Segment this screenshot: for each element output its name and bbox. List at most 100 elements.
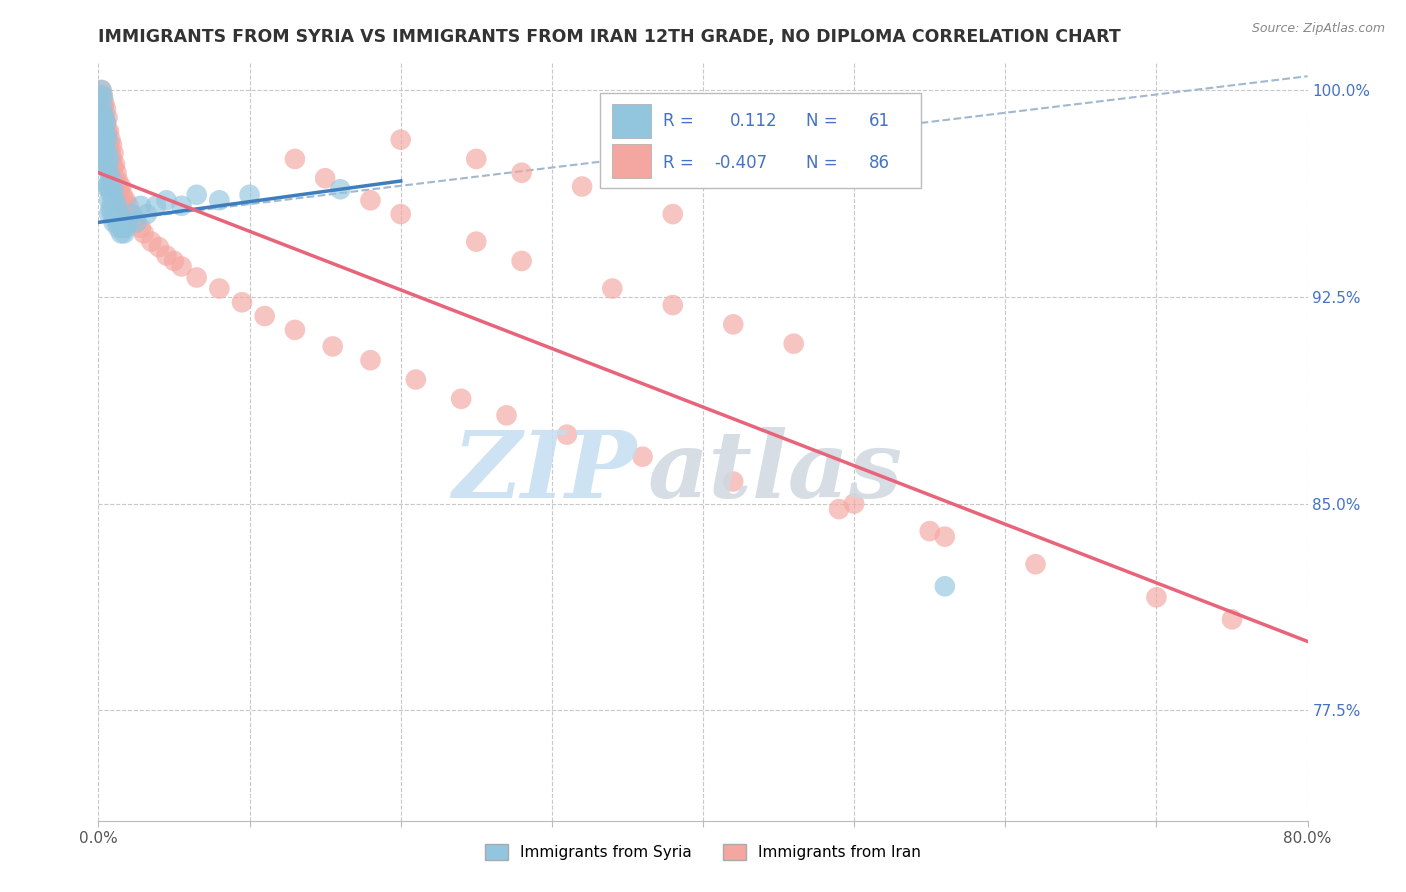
- Immigrants from Syria: [103, 199, 125, 213]
- Immigrants from Iran: [661, 298, 683, 312]
- Immigrants from Syria: [110, 215, 132, 229]
- Immigrants from Syria: [104, 210, 127, 224]
- Immigrants from Syria: [135, 207, 157, 221]
- Bar: [613, 145, 651, 178]
- Immigrants from Syria: [170, 199, 193, 213]
- Immigrants from Iran: [450, 392, 472, 406]
- Immigrants from Iran: [1144, 591, 1167, 605]
- Immigrants from Iran: [723, 475, 745, 489]
- Text: 61: 61: [869, 112, 890, 130]
- Immigrants from Syria: [105, 215, 128, 229]
- Immigrants from Syria: [91, 91, 114, 105]
- Text: atlas: atlas: [648, 427, 903, 516]
- Immigrants from Iran: [510, 254, 533, 268]
- Immigrants from Iran: [100, 133, 122, 147]
- Immigrants from Syria: [155, 194, 177, 208]
- Immigrants from Iran: [105, 166, 128, 180]
- Immigrants from Syria: [96, 133, 118, 147]
- Immigrants from Iran: [98, 138, 121, 153]
- Immigrants from Iran: [155, 248, 177, 262]
- Immigrants from Iran: [115, 204, 138, 219]
- Immigrants from Iran: [602, 281, 624, 295]
- Immigrants from Iran: [114, 194, 136, 208]
- Immigrants from Iran: [110, 199, 132, 213]
- Immigrants from Iran: [284, 323, 307, 337]
- Immigrants from Syria: [94, 160, 117, 174]
- Immigrants from Iran: [96, 124, 118, 138]
- Immigrants from Syria: [93, 111, 115, 125]
- Immigrants from Syria: [96, 179, 118, 194]
- Immigrants from Syria: [107, 220, 129, 235]
- Immigrants from Syria: [94, 127, 117, 141]
- Legend: Immigrants from Syria, Immigrants from Iran: Immigrants from Syria, Immigrants from I…: [479, 838, 927, 866]
- Immigrants from Iran: [91, 88, 114, 103]
- Immigrants from Iran: [96, 144, 118, 158]
- Immigrants from Syria: [90, 83, 112, 97]
- Immigrants from Iran: [918, 524, 941, 538]
- Text: -0.407: -0.407: [714, 153, 768, 171]
- Immigrants from Syria: [105, 199, 128, 213]
- Immigrants from Iran: [101, 152, 124, 166]
- Immigrants from Iran: [103, 179, 125, 194]
- Immigrants from Iran: [93, 96, 115, 111]
- Immigrants from Iran: [103, 146, 125, 161]
- Immigrants from Iran: [360, 194, 382, 208]
- Immigrants from Syria: [108, 210, 131, 224]
- Text: ZIP: ZIP: [453, 427, 637, 516]
- Immigrants from Syria: [101, 179, 124, 194]
- Immigrants from Iran: [465, 235, 488, 249]
- Immigrants from Syria: [96, 146, 118, 161]
- Immigrants from Syria: [100, 185, 122, 199]
- Immigrants from Iran: [125, 215, 148, 229]
- Immigrants from Iran: [93, 124, 115, 138]
- Text: Source: ZipAtlas.com: Source: ZipAtlas.com: [1251, 22, 1385, 36]
- Immigrants from Iran: [148, 240, 170, 254]
- Immigrants from Iran: [94, 133, 117, 147]
- Immigrants from Syria: [98, 166, 121, 180]
- Immigrants from Syria: [145, 199, 167, 213]
- Immigrants from Iran: [170, 260, 193, 274]
- Immigrants from Iran: [208, 281, 231, 295]
- Immigrants from Iran: [101, 171, 124, 186]
- Immigrants from Iran: [314, 171, 336, 186]
- Immigrants from Iran: [90, 83, 112, 97]
- Immigrants from Iran: [783, 336, 806, 351]
- Immigrants from Iran: [322, 339, 344, 353]
- Immigrants from Syria: [110, 227, 132, 241]
- Immigrants from Syria: [103, 185, 125, 199]
- Immigrants from Iran: [111, 187, 134, 202]
- Immigrants from Syria: [98, 194, 121, 208]
- Immigrants from Iran: [1024, 558, 1046, 572]
- Immigrants from Syria: [94, 179, 117, 194]
- Immigrants from Iran: [96, 111, 118, 125]
- Immigrants from Syria: [934, 579, 956, 593]
- Immigrants from Iran: [405, 372, 427, 386]
- Immigrants from Syria: [91, 124, 114, 138]
- Immigrants from Iran: [555, 427, 578, 442]
- Immigrants from Syria: [104, 194, 127, 208]
- Immigrants from Syria: [98, 207, 121, 221]
- Immigrants from Iran: [231, 295, 253, 310]
- Immigrants from Iran: [94, 116, 117, 130]
- Immigrants from Iran: [571, 179, 593, 194]
- Immigrants from Iran: [100, 146, 122, 161]
- Immigrants from Iran: [253, 309, 276, 323]
- Immigrants from Iran: [934, 530, 956, 544]
- Immigrants from Iran: [105, 185, 128, 199]
- Text: R =: R =: [664, 112, 693, 130]
- Immigrants from Iran: [389, 133, 412, 147]
- Immigrants from Syria: [114, 220, 136, 235]
- Immigrants from Syria: [112, 227, 135, 241]
- Immigrants from Iran: [510, 166, 533, 180]
- Immigrants from Iran: [118, 199, 141, 213]
- Immigrants from Iran: [121, 207, 143, 221]
- Immigrants from Iran: [1220, 612, 1243, 626]
- Immigrants from Iran: [132, 227, 155, 241]
- Immigrants from Iran: [94, 103, 117, 117]
- Immigrants from Syria: [103, 215, 125, 229]
- Immigrants from Syria: [186, 187, 208, 202]
- Immigrants from Syria: [91, 144, 114, 158]
- Immigrants from Syria: [208, 194, 231, 208]
- Immigrants from Iran: [284, 152, 307, 166]
- Immigrants from Iran: [110, 179, 132, 194]
